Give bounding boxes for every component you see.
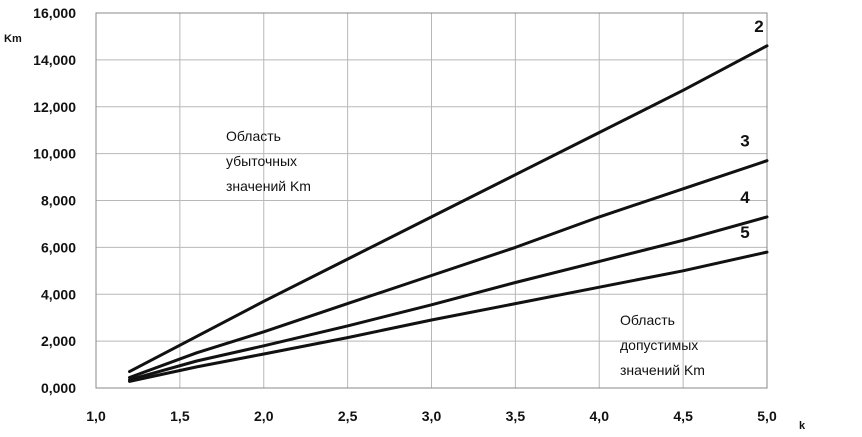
- x-tick-label: 4,5: [673, 408, 693, 424]
- x-tick-label: 3,0: [422, 408, 442, 424]
- y-tick-label: 2,000: [41, 333, 76, 349]
- x-tick-label: 3,5: [506, 408, 526, 424]
- annotation-lower-line-2: допустимых: [620, 337, 698, 353]
- annotation-lower-line-1: Область: [620, 312, 675, 328]
- y-tick-label: 0,000: [41, 380, 76, 396]
- series-line-2: [128, 44, 769, 374]
- series-line-4: [128, 215, 769, 382]
- y-tick-label: 16,000: [33, 5, 76, 21]
- annotation-upper-line-2: убыточных: [226, 153, 297, 169]
- x-tick-label: 2,5: [338, 408, 358, 424]
- y-tick-label: 6,000: [41, 239, 76, 255]
- y-tick-label: 10,000: [33, 146, 76, 162]
- x-tick-label: 5,0: [757, 408, 777, 424]
- y-tick-label: 8,000: [41, 193, 76, 209]
- annotation-lower: Область допустимых значений Km: [620, 312, 705, 378]
- axes: [95, 12, 768, 389]
- y-axis-title: Km: [4, 33, 22, 45]
- series-line-3: [128, 159, 769, 379]
- series-line-5: [128, 250, 769, 383]
- series-lines: [128, 44, 769, 383]
- x-tick-label: 4,0: [590, 408, 610, 424]
- series-label-5: 5: [740, 223, 749, 242]
- x-axis-title: k: [799, 420, 806, 432]
- y-tick-label: 4,000: [41, 286, 76, 302]
- y-tick-label: 12,000: [33, 99, 76, 115]
- annotation-upper-line-1: Область: [226, 128, 281, 144]
- annotation-upper: Область убыточных значений Km: [226, 128, 311, 194]
- series-labels: 2 3 4 5: [740, 17, 763, 242]
- plot-frame: [95, 12, 768, 389]
- series-label-3: 3: [740, 132, 749, 151]
- y-tick-label: 14,000: [33, 52, 76, 68]
- tick-labels: 1,0 1,5 2,0 2,5 3,0 3,5 4,0 4,5 5,0 0,000 2,000 4,0…: [33, 5, 777, 424]
- series-label-4: 4: [740, 188, 750, 207]
- annotation-upper-line-3: значений Km: [226, 178, 311, 194]
- x-tick-label: 2,0: [254, 408, 274, 424]
- series-label-2: 2: [754, 17, 763, 36]
- x-tick-label: 1,0: [86, 408, 106, 424]
- annotation-lower-line-3: значений Km: [620, 362, 705, 378]
- x-tick-label: 1,5: [170, 408, 190, 424]
- grid: [95, 12, 768, 389]
